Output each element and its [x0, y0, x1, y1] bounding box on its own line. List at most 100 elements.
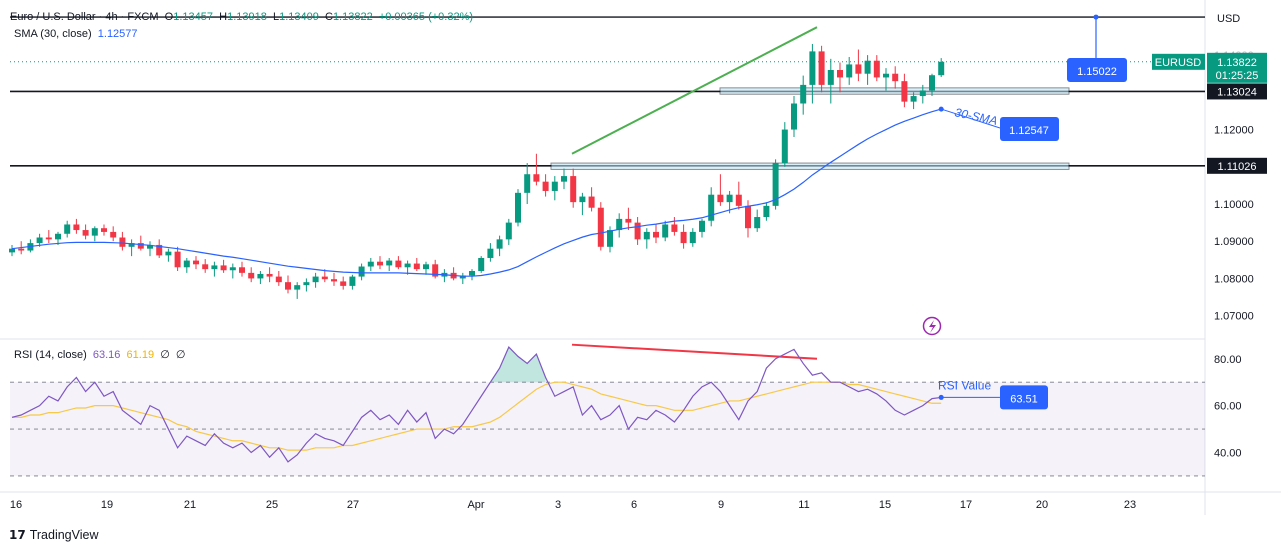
symbol-tag-text: EURUSD	[1155, 57, 1202, 69]
candle-body	[45, 237, 52, 240]
candle-body	[929, 75, 935, 91]
candle-body	[147, 244, 153, 249]
rsi-tick-label: 60.00	[1214, 401, 1242, 413]
target-callout-text: 1.15022	[1077, 66, 1117, 78]
sma-callout	[1000, 117, 1059, 141]
open-label: O	[164, 11, 174, 23]
candle-body	[395, 260, 402, 268]
time-tick-label: 6	[631, 499, 637, 511]
event-lightning-icon	[922, 316, 942, 336]
time-tick-label: 21	[184, 499, 196, 511]
candle-body	[312, 276, 319, 283]
zone-1	[550, 162, 1070, 170]
candle-body	[367, 261, 374, 267]
open-value: 1.13457	[173, 11, 213, 23]
candle-body	[119, 237, 126, 247]
candle-body	[634, 222, 641, 240]
rsi-callout	[1000, 385, 1048, 410]
candle-body	[487, 248, 494, 258]
candle-body	[110, 231, 117, 238]
candle-body	[717, 194, 724, 203]
close-label: C	[324, 11, 333, 23]
candle-body	[837, 70, 843, 78]
candle-body	[202, 264, 209, 270]
symbol-tag	[1152, 53, 1205, 70]
rsi-value: 63.16	[92, 349, 121, 361]
currency-label[interactable]: USD	[1217, 13, 1241, 25]
candle-body	[643, 231, 650, 240]
sma-legend[interactable]: SMA (30, close) 1.12577	[14, 28, 138, 40]
candle-body	[653, 231, 659, 238]
candle-body	[735, 194, 742, 206]
candle-body	[156, 244, 163, 256]
candle-body	[745, 205, 751, 229]
candle-body	[864, 60, 871, 74]
candle-body	[625, 218, 632, 223]
candle-body	[607, 230, 613, 247]
high-label: H	[219, 11, 228, 23]
rsi-label: RSI (14, close)	[14, 349, 87, 361]
candle-body	[800, 84, 807, 104]
candle-body	[459, 275, 466, 279]
candle-body	[597, 207, 604, 247]
candle-body	[404, 263, 411, 268]
close-value: 1.13822	[332, 11, 373, 23]
candle-body	[432, 264, 439, 277]
time-tick-label: 20	[1036, 499, 1048, 511]
candle-body	[331, 279, 337, 282]
candle-body	[542, 181, 549, 191]
level-tag-0	[1207, 83, 1267, 100]
candle-body	[91, 228, 98, 236]
time-tick-label: 9	[718, 499, 724, 511]
candle-body	[551, 181, 558, 191]
candle-body	[303, 282, 310, 286]
candle-body	[64, 224, 71, 234]
candle-body	[193, 260, 199, 265]
candle-body	[901, 81, 908, 102]
candle-body	[818, 51, 825, 85]
candle-body	[285, 282, 291, 290]
candle-body	[128, 243, 135, 247]
level-tag-text: 1.11026	[1218, 161, 1257, 173]
candle-body	[772, 163, 779, 206]
level-tag-text: 1.13024	[1217, 86, 1257, 98]
sma-callout-text: 1.12547	[1009, 125, 1049, 137]
candle-body	[524, 174, 531, 193]
candle-body	[137, 243, 144, 249]
price-tick-label: 1.12000	[1214, 125, 1254, 137]
sma-line	[11, 108, 942, 277]
time-tick-label: 11	[798, 499, 809, 511]
sma-connector	[941, 108, 1001, 129]
level-tag-1	[1207, 157, 1267, 174]
time-tick-label: 23	[1124, 499, 1136, 511]
candle-body	[469, 271, 475, 276]
price-tick-label: 1.07000	[1214, 311, 1254, 323]
candle-body	[423, 264, 429, 270]
high-value: 1.13918	[227, 11, 267, 23]
candle-body	[763, 205, 770, 218]
symbol-line: Euro / U.S. Dollar · 4h · FXCM	[10, 11, 159, 23]
time-tick-label: 15	[879, 499, 891, 511]
price-trendline	[571, 26, 818, 155]
candle-body	[726, 194, 733, 203]
candle-body	[266, 273, 273, 277]
candle-body	[248, 272, 255, 279]
tradingview-logo[interactable]: 𝟭𝟳 TradingView	[9, 528, 99, 542]
candle-body	[9, 248, 15, 253]
rsi-tick-label: 40.00	[1214, 448, 1242, 460]
candle-body	[239, 267, 245, 273]
rsi-legend[interactable]: RSI (14, close) 63.16 61.19 ∅ ∅	[14, 348, 186, 361]
low-label: L	[272, 11, 280, 23]
candle-body	[883, 73, 889, 78]
rsi-overbought-fill	[490, 347, 546, 383]
price-tick-label: 1.10000	[1214, 199, 1254, 211]
candle-body	[754, 217, 761, 229]
sma-dot	[938, 106, 944, 112]
candle-body	[910, 96, 917, 102]
last-price-text: 1.13822	[1217, 57, 1257, 69]
candle-body	[413, 263, 420, 270]
time-tick-label: 25	[266, 499, 278, 511]
target-callout	[1067, 58, 1127, 82]
candle-body	[892, 73, 899, 82]
